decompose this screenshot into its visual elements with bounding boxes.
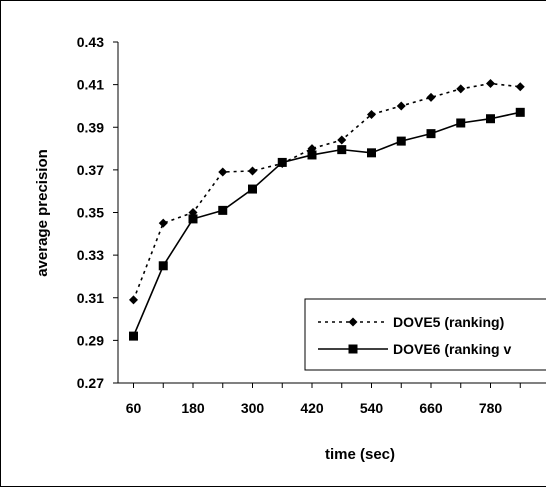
x-tick-label: 180 [181,400,205,416]
y-tick-label: 0.27 [77,375,104,391]
series-2-point [456,118,465,127]
legend-marker-2 [349,345,358,354]
legend-label-2: DOVE6 (ranking v [393,341,511,357]
legend-box [305,299,546,370]
x-tick-label: 780 [479,400,503,416]
x-tick-label: 60 [126,400,142,416]
x-tick-label: 300 [241,400,265,416]
y-tick-label: 0.43 [77,34,104,50]
series-2-point [427,129,436,138]
series-2-point [218,206,227,215]
y-tick-label: 0.29 [77,332,104,348]
series-2-point [129,332,138,341]
y-tick-label: 0.31 [77,290,104,306]
legend-label-1: DOVE5 (ranking) [393,314,504,330]
series-2-point [278,158,287,167]
y-tick-label: 0.33 [77,247,104,263]
y-tick-label: 0.41 [77,77,104,93]
series-2-point [486,114,495,123]
series-2-point [189,214,198,223]
y-tick-label: 0.37 [77,162,104,178]
x-tick-label: 660 [419,400,443,416]
series-2-point [248,185,257,194]
series-2-point [308,150,317,159]
y-axis-title: average precision [34,149,51,277]
series-2-point [159,261,168,270]
series-2-point [367,148,376,157]
x-axis-title: time (sec) [325,446,395,463]
y-tick-label: 0.35 [77,205,104,221]
x-tick-label: 420 [300,400,324,416]
series-2-point [516,108,525,117]
y-tick-label: 0.39 [77,119,104,135]
series-2-point [337,145,346,154]
series-2-point [397,137,406,146]
x-tick-label: 540 [360,400,384,416]
